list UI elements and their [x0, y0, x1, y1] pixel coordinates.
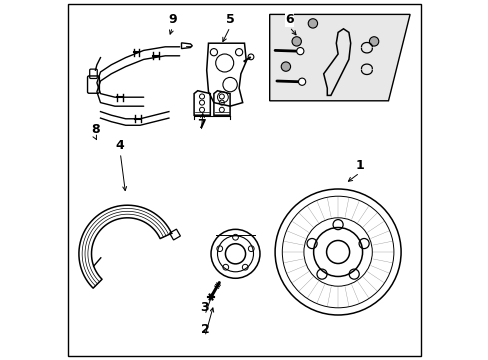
Text: 2: 2	[200, 323, 209, 336]
Polygon shape	[269, 14, 409, 101]
Circle shape	[296, 48, 303, 55]
Circle shape	[281, 62, 290, 71]
Circle shape	[307, 19, 317, 28]
Circle shape	[235, 49, 242, 56]
Bar	[169, 229, 180, 240]
Circle shape	[368, 37, 378, 46]
Circle shape	[298, 78, 305, 85]
Text: 6: 6	[285, 13, 293, 26]
Text: 3: 3	[200, 301, 209, 314]
Circle shape	[291, 37, 301, 46]
Text: 4: 4	[116, 139, 124, 152]
Text: 5: 5	[225, 13, 234, 26]
Text: 7: 7	[197, 118, 205, 131]
Text: 1: 1	[355, 159, 364, 172]
Circle shape	[210, 49, 217, 56]
Text: 9: 9	[168, 13, 177, 26]
Text: 8: 8	[91, 123, 99, 136]
